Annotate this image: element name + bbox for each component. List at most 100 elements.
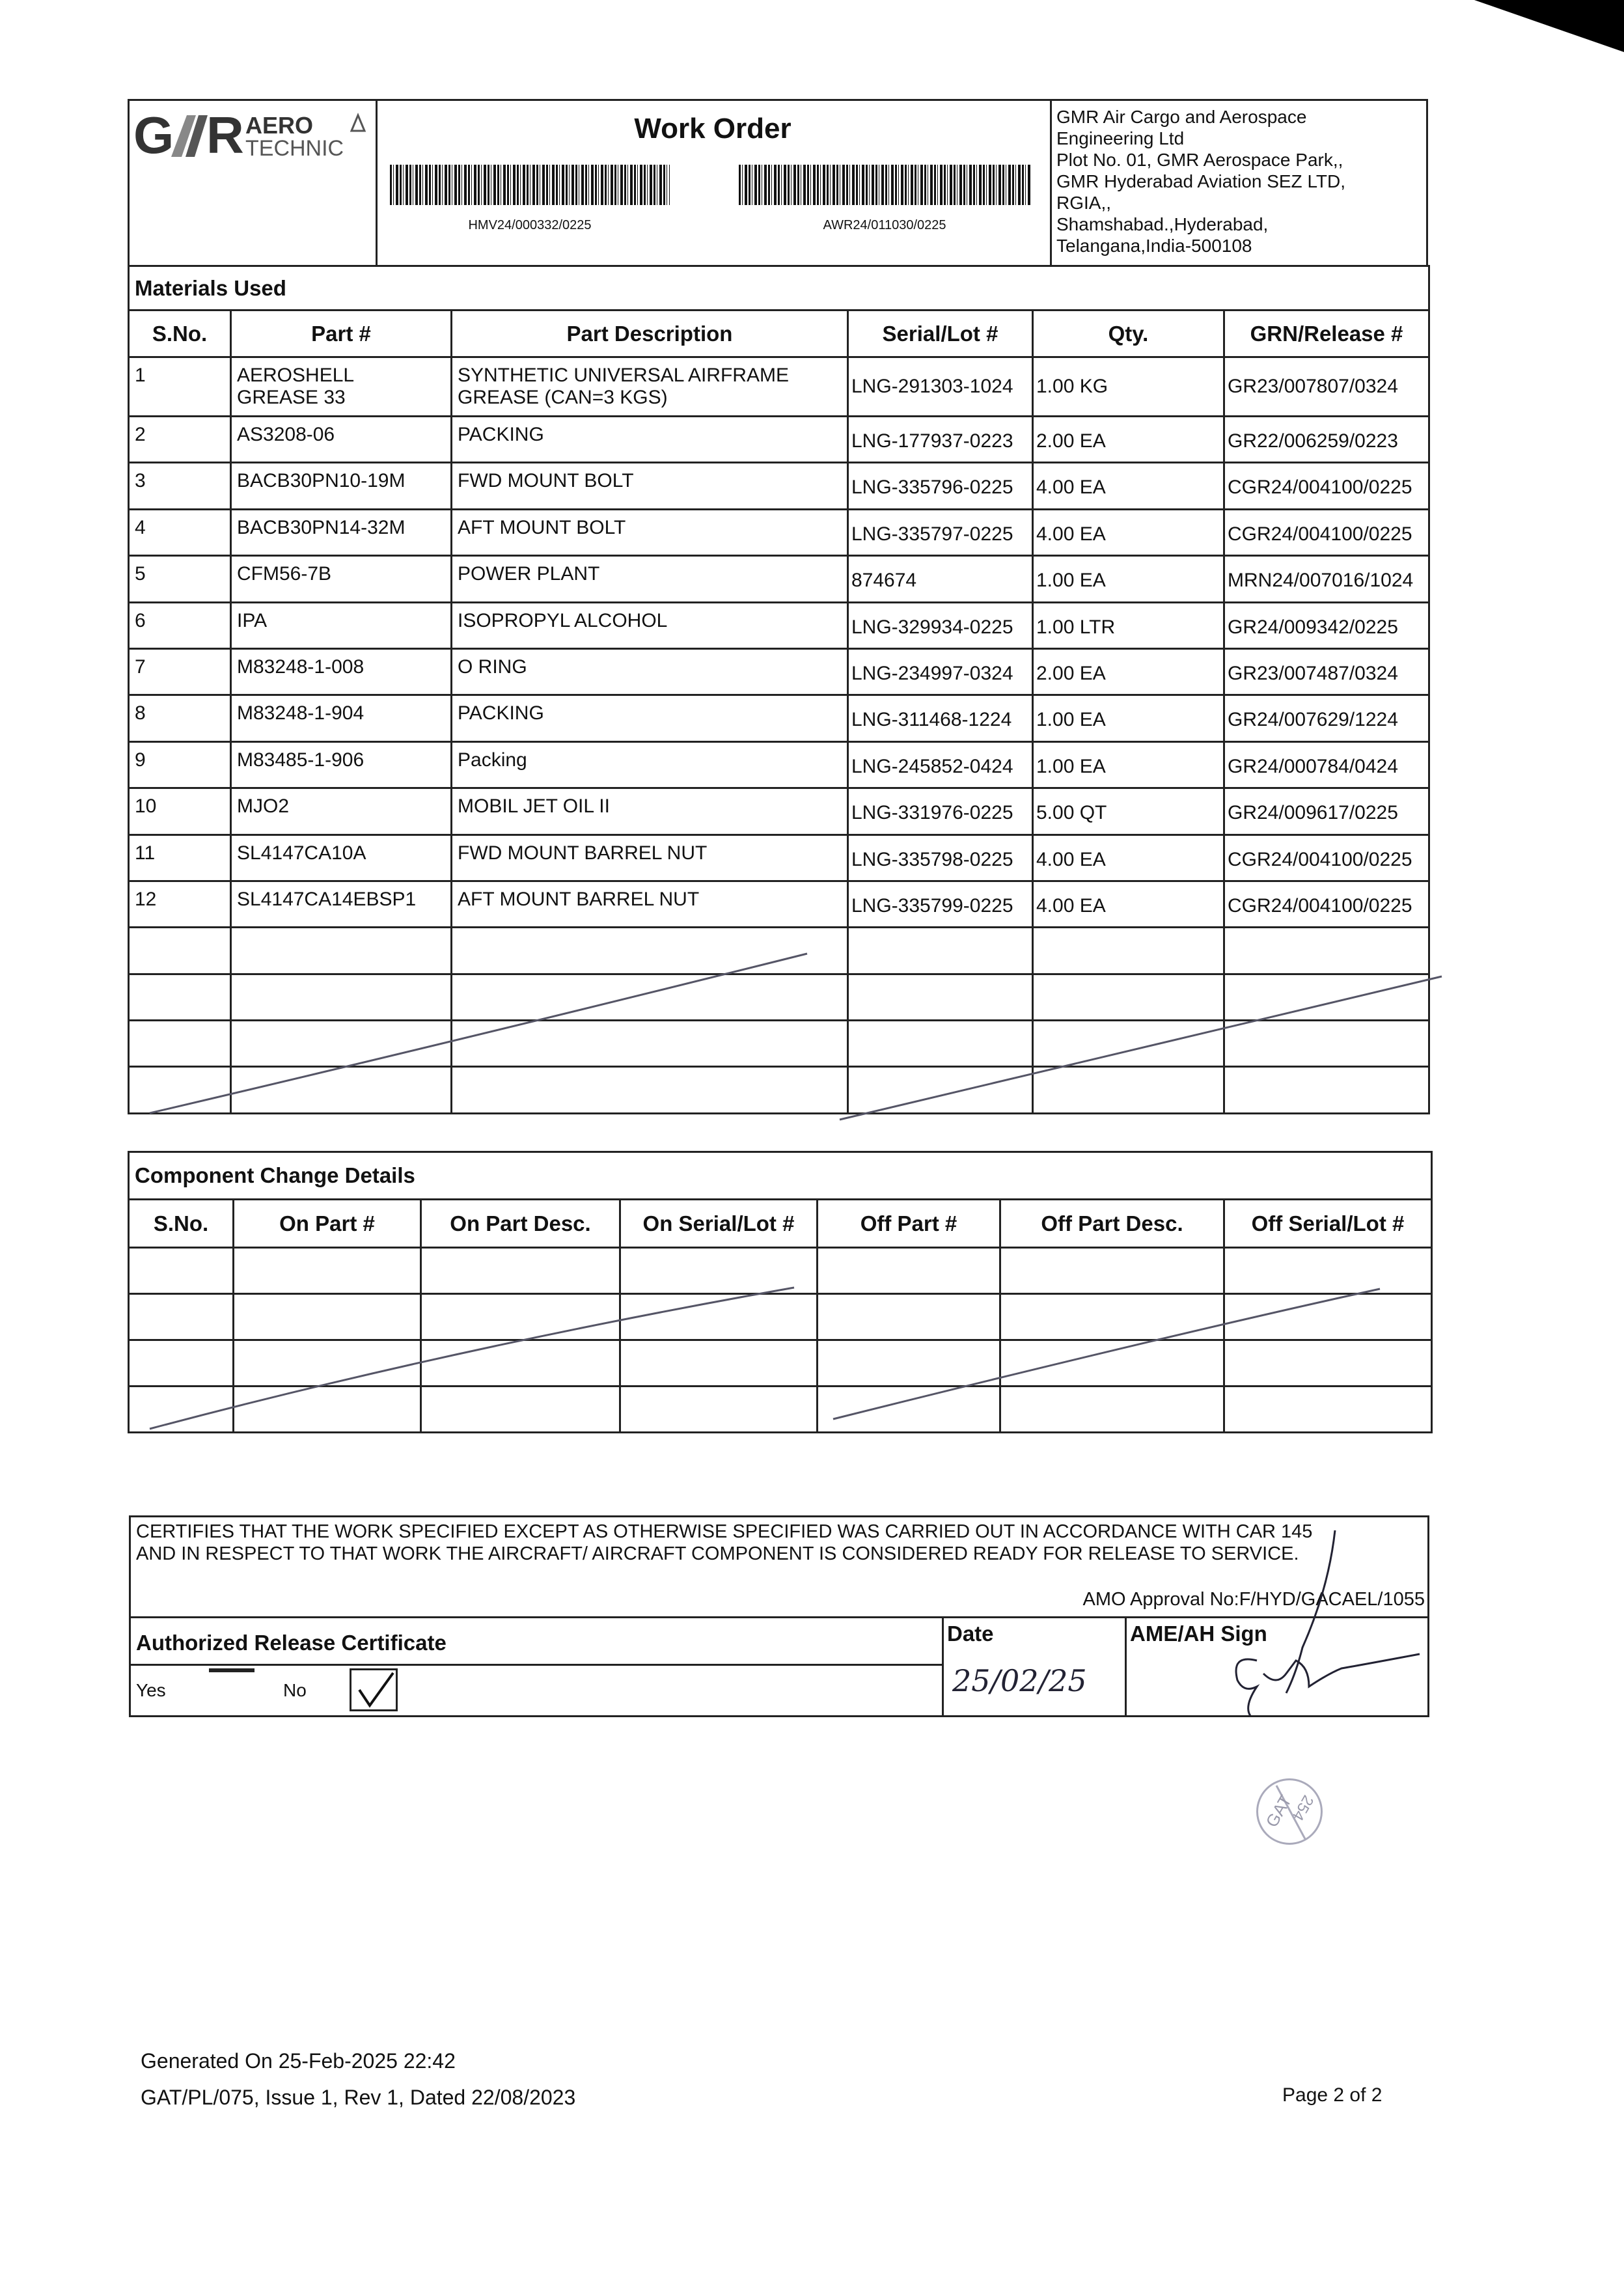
cell-line: LNG-329934-0225 <box>851 616 1013 638</box>
table-cell: 1.00 KG <box>1032 356 1225 417</box>
table-cell: SYNTHETIC UNIVERSAL AIRFRAME GREASE (CAN=… <box>450 356 849 417</box>
empty-row <box>128 1339 1433 1387</box>
cell-line: IPA <box>237 609 268 631</box>
empty-cell <box>450 1066 849 1114</box>
cell-line: 1.00 LTR <box>1036 616 1116 638</box>
cell-line: 10 <box>135 795 157 818</box>
cell-line: O RING <box>458 656 527 678</box>
empty-cell <box>1032 1066 1225 1114</box>
table-cell: GR24/009617/0225 <box>1222 787 1431 836</box>
table-cell: 4.00 EA <box>1032 879 1225 929</box>
empty-cell <box>999 1339 1225 1387</box>
cell-line: Packing <box>458 749 527 771</box>
svg-text:R: R <box>206 110 244 162</box>
cell-line: FWD MOUNT BOLT <box>458 470 634 492</box>
cell-line: 1.00 KG <box>1036 376 1108 397</box>
table-row: 3 BACB30PN10-19M FWD MOUNT BOLT LNG-335796-… <box>128 462 1431 510</box>
table-cell: LNG-177937-0223 <box>847 415 1034 464</box>
generated-timestamp: Generated On 25-Feb-2025 22:42 <box>141 2049 456 2073</box>
cell-line: SYNTHETIC UNIVERSAL AIRFRAME <box>458 365 789 386</box>
column-header: On Serial/Lot # <box>619 1198 818 1249</box>
empty-cell <box>619 1385 818 1433</box>
table-cell: 1.00 EA <box>1032 694 1225 743</box>
column-header: GRN/Release # <box>1222 309 1431 358</box>
column-header: S.No. <box>128 309 232 358</box>
column-header: Serial/Lot # <box>847 309 1034 358</box>
empty-cell <box>619 1339 818 1387</box>
empty-cell <box>847 926 1034 975</box>
cell-line: GR24/007629/1224 <box>1228 709 1398 731</box>
table-cell: PACKING <box>450 694 849 743</box>
table-cell: 1 <box>128 356 232 417</box>
empty-cell <box>128 1019 232 1068</box>
empty-row <box>128 1066 1431 1114</box>
column-header: Off Part Desc. <box>999 1198 1225 1249</box>
cell-line: GR24/009342/0225 <box>1228 616 1398 638</box>
table-cell: 5.00 QT <box>1032 787 1225 836</box>
table-cell: 4.00 EA <box>1032 462 1225 510</box>
empty-cell <box>230 1019 452 1068</box>
cell-line: 9 <box>135 749 146 771</box>
component-section-title: Component Change Details <box>127 1151 1433 1200</box>
cell-line: LNG-291303-1024 <box>851 376 1013 397</box>
table-cell: 11 <box>128 833 232 882</box>
cell-line: 7 <box>135 656 146 678</box>
cell-line: CFM56-7B <box>237 563 332 585</box>
empty-cell <box>847 1066 1034 1114</box>
empty-row <box>128 1019 1431 1068</box>
empty-cell <box>420 1247 621 1295</box>
cell-line: 874674 <box>851 570 917 592</box>
column-header: On Part Desc. <box>420 1198 621 1249</box>
table-cell: LNG-245852-0424 <box>847 740 1034 790</box>
empty-cell <box>128 1066 232 1114</box>
table-cell: 2.00 EA <box>1032 415 1225 464</box>
table-cell: GR24/009342/0225 <box>1222 601 1431 650</box>
table-cell: 10 <box>128 787 232 836</box>
no-label: No <box>283 1680 307 1700</box>
table-row: 5 CFM56-7B POWER PLANT 874674 1.00 EA MRN24/0… <box>128 555 1431 603</box>
table-row: 9 M83485-1-906 Packing LNG-245852-0424 1.00 … <box>128 740 1431 790</box>
empty-cell <box>816 1339 1001 1387</box>
empty-cell <box>816 1385 1001 1433</box>
table-row: 12 SL4147CA14EBSP1 AFT MOUNT BARREL NUT LNG… <box>128 879 1431 929</box>
no-checkbox[interactable] <box>350 1668 398 1711</box>
cell-line: FWD MOUNT BARREL NUT <box>458 842 708 864</box>
document-title: Work Order <box>634 113 791 145</box>
table-cell: 2 <box>128 415 232 464</box>
cell-line: GR23/007487/0324 <box>1228 662 1398 684</box>
table-cell: 9 <box>128 740 232 790</box>
table-row: 4 BACB30PN14-32M AFT MOUNT BOLT LNG-335797-… <box>128 508 1431 557</box>
table-cell: 4.00 EA <box>1032 508 1225 557</box>
table-cell: M83485-1-906 <box>230 740 452 790</box>
cell-line: 4 <box>135 516 146 538</box>
table-row: 11 SL4147CA10A FWD MOUNT BARREL NUT LNG-335… <box>128 833 1431 882</box>
address-line: Engineering Ltd <box>1056 128 1185 148</box>
table-cell: FWD MOUNT BARREL NUT <box>450 833 849 882</box>
empty-cell <box>1222 1339 1433 1387</box>
table-cell: LNG-291303-1024 <box>847 356 1034 417</box>
amo-approval-number: AMO Approval No:F/HYD/GACAEL/1055 <box>1082 1589 1425 1610</box>
column-header: Qty. <box>1032 309 1225 358</box>
barcode-left-label: HMV24/000332/0225 <box>468 218 592 232</box>
table-cell: O RING <box>450 647 849 697</box>
certificate-statement-line1: CERTIFIES THAT THE WORK SPECIFIED EXCEPT… <box>136 1521 1313 1542</box>
cell-line: 4.00 EA <box>1036 894 1106 917</box>
cell-line: 5.00 QT <box>1036 802 1107 824</box>
table-cell: GR23/007807/0324 <box>1222 356 1431 417</box>
cell-line: GR23/007807/0324 <box>1228 376 1398 397</box>
cell-line: MRN24/007016/1024 <box>1228 570 1414 592</box>
column-header: Off Serial/Lot # <box>1222 1198 1433 1249</box>
table-cell: AFT MOUNT BOLT <box>450 508 849 557</box>
cell-line: MOBIL JET OIL II <box>458 795 610 818</box>
column-header: Part # <box>230 309 452 358</box>
empty-cell <box>128 1339 234 1387</box>
empty-cell <box>619 1247 818 1295</box>
table-cell: FWD MOUNT BOLT <box>450 462 849 510</box>
cell-line: 1 <box>135 365 146 386</box>
empty-cell <box>420 1385 621 1433</box>
table-cell: POWER PLANT <box>450 555 849 603</box>
materials-table: Materials Used S.No. Part # Part Descripti… <box>127 265 1431 1114</box>
column-header: On Part # <box>232 1198 422 1249</box>
table-cell: 1.00 EA <box>1032 740 1225 790</box>
barcode-left <box>390 165 670 205</box>
